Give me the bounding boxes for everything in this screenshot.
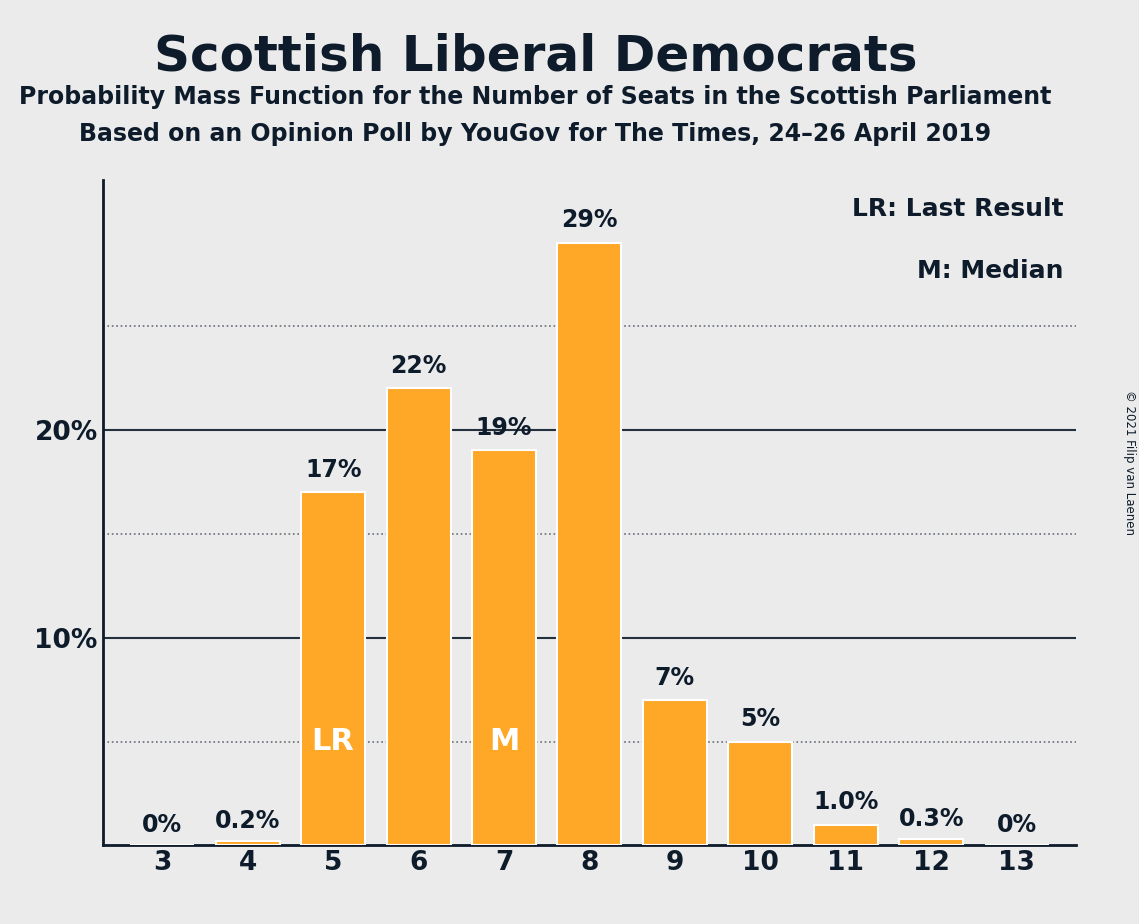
Text: 1.0%: 1.0% [813, 790, 878, 814]
Text: 0.2%: 0.2% [215, 809, 280, 833]
Bar [557, 242, 622, 845]
Text: 19%: 19% [476, 416, 532, 440]
Text: Scottish Liberal Democrats: Scottish Liberal Democrats [154, 32, 917, 80]
Text: M: Median: M: Median [917, 259, 1064, 283]
Text: 29%: 29% [562, 208, 617, 232]
Text: LR: Last Result: LR: Last Result [852, 197, 1064, 221]
Text: Based on an Opinion Poll by YouGov for The Times, 24–26 April 2019: Based on an Opinion Poll by YouGov for T… [80, 122, 991, 146]
Text: 0%: 0% [142, 813, 182, 837]
Bar [642, 700, 707, 845]
Text: 0%: 0% [997, 813, 1036, 837]
Bar [899, 839, 964, 845]
Bar [301, 492, 366, 845]
Text: 0.3%: 0.3% [899, 807, 964, 831]
Text: 22%: 22% [391, 354, 446, 378]
Bar [813, 825, 878, 845]
Text: 17%: 17% [305, 457, 361, 481]
Text: 7%: 7% [655, 665, 695, 689]
Bar [386, 388, 451, 845]
Text: © 2021 Filip van Laenen: © 2021 Filip van Laenen [1123, 390, 1137, 534]
Text: 5%: 5% [740, 707, 780, 731]
Bar [472, 450, 536, 845]
Text: LR: LR [312, 727, 354, 756]
Bar [215, 842, 280, 845]
Text: M: M [489, 727, 519, 756]
Text: Probability Mass Function for the Number of Seats in the Scottish Parliament: Probability Mass Function for the Number… [19, 85, 1051, 109]
Bar [728, 741, 793, 845]
